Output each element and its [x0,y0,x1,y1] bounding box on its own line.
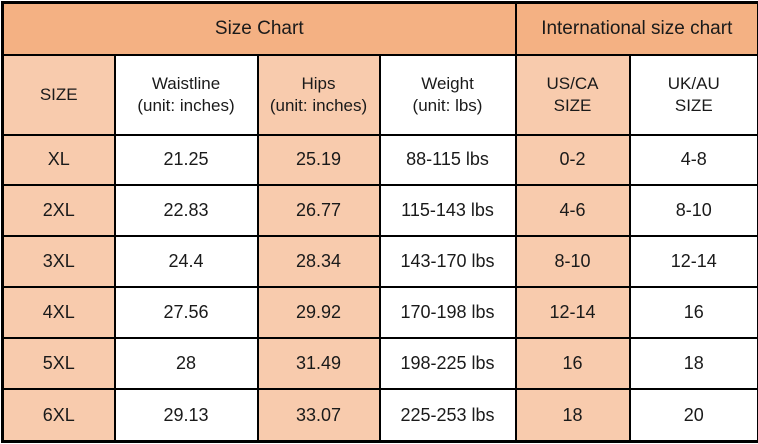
column-header-ukau-title: UK/AU [667,73,720,93]
cell-weight: 88-115 lbs [378,133,517,187]
column-header-ukau: UK/AU SIZE [628,53,758,136]
cell-weight: 170-198 lbs [378,286,517,340]
group-header-size-chart: Size Chart [1,1,517,56]
cell-ukau: 4-8 [628,133,758,187]
cell-hips: 33.07 [256,388,381,443]
group-header-international: International size chart [514,1,758,56]
cell-waistline: 24.4 [113,235,259,289]
column-header-usca-title: US/CA [546,73,599,93]
cell-size: 3XL [1,235,116,289]
cell-ukau: 18 [628,337,758,391]
cell-usca: 4-6 [514,184,631,238]
column-header-size-label: SIZE [39,84,78,104]
column-header-row: SIZE Waistline (unit: inches) Hips (unit… [1,53,758,136]
cell-waistline: 27.56 [113,286,259,340]
column-header-weight: Weight (unit: lbs) [378,53,517,136]
column-header-usca: US/CA SIZE [514,53,631,136]
column-header-weight-title: Weight [421,73,474,93]
cell-hips: 25.19 [256,133,381,187]
cell-hips: 29.92 [256,286,381,340]
group-header-row: Size Chart International size chart [1,1,758,56]
cell-size: 2XL [1,184,116,238]
cell-size: 4XL [1,286,116,340]
cell-ukau: 8-10 [628,184,758,238]
column-header-waistline: Waistline (unit: inches) [113,53,259,136]
cell-ukau: 16 [628,286,758,340]
cell-weight: 198-225 lbs [378,337,517,391]
cell-usca: 16 [514,337,631,391]
cell-size: 6XL [1,388,116,443]
column-header-hips-unit: (unit: inches) [269,95,368,115]
cell-weight: 143-170 lbs [378,235,517,289]
cell-ukau: 20 [628,388,758,443]
table-row-2xl: 2XL 22.83 26.77 115-143 lbs 4-6 8-10 [1,184,758,238]
cell-weight: 115-143 lbs [378,184,517,238]
table-row-xl: XL 21.25 25.19 88-115 lbs 0-2 4-8 [1,133,758,187]
column-header-weight-unit: (unit: lbs) [412,95,483,115]
column-header-waistline-unit: (unit: inches) [137,95,235,115]
cell-usca: 8-10 [514,235,631,289]
table-row-5xl: 5XL 28 31.49 198-225 lbs 16 18 [1,337,758,391]
cell-waistline: 21.25 [113,133,259,187]
cell-ukau: 12-14 [628,235,758,289]
table-row-4xl: 4XL 27.56 29.92 170-198 lbs 12-14 16 [1,286,758,340]
cell-waistline: 22.83 [113,184,259,238]
column-header-hips-title: Hips [301,73,336,93]
cell-hips: 26.77 [256,184,381,238]
column-header-size: SIZE [1,53,116,136]
cell-hips: 31.49 [256,337,381,391]
cell-size: XL [1,133,116,187]
column-header-waistline-title: Waistline [151,73,221,93]
column-header-ukau-sub: SIZE [674,95,713,115]
column-header-usca-sub: SIZE [553,95,592,115]
cell-weight: 225-253 lbs [378,388,517,443]
table-row-6xl: 6XL 29.13 33.07 225-253 lbs 18 20 [1,388,758,443]
cell-usca: 0-2 [514,133,631,187]
table-row-3xl: 3XL 24.4 28.34 143-170 lbs 8-10 12-14 [1,235,758,289]
cell-waistline: 29.13 [113,388,259,443]
cell-usca: 12-14 [514,286,631,340]
cell-size: 5XL [1,337,116,391]
column-header-hips: Hips (unit: inches) [256,53,381,136]
cell-usca: 18 [514,388,631,443]
cell-waistline: 28 [113,337,259,391]
cell-hips: 28.34 [256,235,381,289]
